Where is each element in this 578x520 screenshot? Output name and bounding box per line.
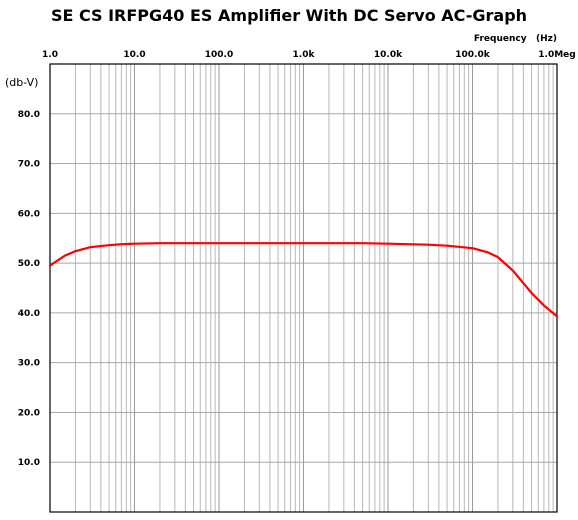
series-line: [48, 242, 559, 318]
x-tick-label: 1.0Meg: [538, 50, 575, 60]
x-tick-label: 1.0k: [293, 50, 316, 60]
y-tick-labels: 10.0 20.0 30.0 40.0 50.0 60.0 70.0 80.0: [18, 110, 40, 468]
x-axis-label: Frequency (Hz): [474, 34, 557, 44]
plot-area-border: [49, 63, 558, 513]
y-tick-label: 40.0: [18, 309, 40, 319]
y-tick-label: 50.0: [18, 259, 40, 269]
y-tick-label: 80.0: [18, 110, 40, 120]
x-tick-labels: 1.0 10.0 100.0 1.0k 10.0k 100.0k 1.0Meg: [42, 50, 576, 60]
grid: [50, 64, 557, 512]
y-tick-label: 30.0: [18, 359, 40, 369]
y-tick-label: 20.0: [18, 408, 40, 418]
y-tick-label: 70.0: [18, 160, 40, 170]
y-tick-label: 60.0: [18, 209, 40, 219]
x-tick-label: 100.0k: [455, 50, 490, 60]
x-tick-label: 10.0: [123, 50, 145, 60]
x-tick-label: 100.0: [205, 50, 233, 60]
y-tick-label: 10.0: [18, 458, 40, 468]
y-axis-label: (db-V): [5, 76, 38, 89]
series-layer: [48, 242, 559, 318]
x-tick-label: 1.0: [42, 50, 58, 60]
chart-title: SE CS IRFPG40 ES Amplifier With DC Servo…: [51, 6, 527, 25]
x-tick-label: 10.0k: [374, 50, 403, 60]
